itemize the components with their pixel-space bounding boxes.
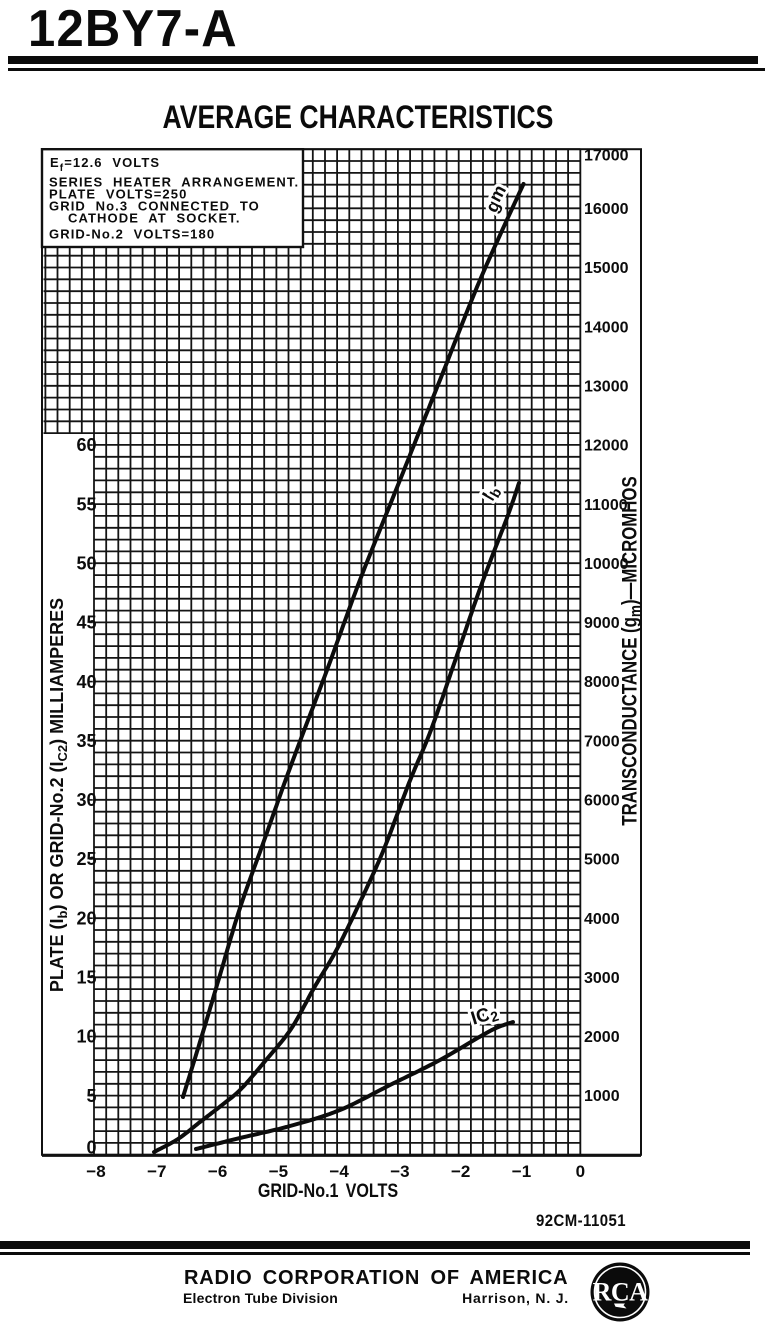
- svg-text:30: 30: [76, 790, 96, 810]
- svg-text:0: 0: [576, 1162, 585, 1181]
- svg-text:6000: 6000: [584, 793, 620, 810]
- svg-text:4000: 4000: [584, 911, 620, 928]
- svg-text:15: 15: [76, 968, 96, 988]
- svg-text:−5: −5: [269, 1162, 288, 1181]
- svg-text:25: 25: [76, 849, 96, 869]
- svg-text:2000: 2000: [584, 1029, 620, 1046]
- svg-text:PLATE VOLTS=250: PLATE VOLTS=250: [49, 187, 187, 202]
- svg-text:Ef=12.6 VOLTS: Ef=12.6 VOLTS: [50, 155, 160, 174]
- svg-text:RCA: RCA: [593, 1278, 649, 1307]
- svg-text:55: 55: [76, 494, 96, 514]
- svg-text:60: 60: [76, 435, 96, 455]
- svg-text:7000: 7000: [584, 733, 620, 750]
- svg-text:5000: 5000: [584, 852, 620, 869]
- svg-text:16000: 16000: [584, 201, 629, 218]
- svg-text:−1: −1: [512, 1162, 531, 1181]
- svg-text:15000: 15000: [584, 260, 629, 277]
- svg-text:35: 35: [76, 731, 96, 751]
- svg-text:12000: 12000: [584, 438, 629, 455]
- svg-text:−8: −8: [86, 1162, 105, 1181]
- svg-text:50: 50: [76, 554, 96, 574]
- svg-text:−6: −6: [208, 1162, 227, 1181]
- svg-text:45: 45: [76, 613, 96, 633]
- svg-text:20: 20: [76, 908, 96, 928]
- svg-text:11000: 11000: [584, 497, 628, 514]
- svg-text:CATHODE AT SOCKET.: CATHODE AT SOCKET.: [68, 211, 241, 226]
- svg-text:1000: 1000: [584, 1088, 620, 1105]
- svg-text:−4: −4: [329, 1162, 349, 1181]
- svg-text:GRID-No.2 VOLTS=180: GRID-No.2 VOLTS=180: [49, 227, 215, 242]
- svg-text:0: 0: [86, 1137, 96, 1157]
- svg-text:−7: −7: [147, 1162, 166, 1181]
- svg-text:17000: 17000: [584, 148, 629, 165]
- svg-text:40: 40: [76, 672, 96, 692]
- svg-text:−2: −2: [451, 1162, 470, 1181]
- svg-text:10000: 10000: [584, 556, 629, 573]
- svg-text:3000: 3000: [584, 970, 620, 987]
- svg-text:13000: 13000: [584, 378, 629, 395]
- svg-text:TRANSCONDUCTANCE (gm)—MICROMHO: TRANSCONDUCTANCE (gm)—MICROMHOS: [619, 476, 645, 825]
- svg-text:PLATE (Ib) OR GRID-No.2 (IC2): PLATE (Ib) OR GRID-No.2 (IC2) MILLIAMPER…: [47, 598, 70, 992]
- svg-text:GRID No.3 CONNECTED TO: GRID No.3 CONNECTED TO: [49, 199, 260, 214]
- svg-text:−3: −3: [390, 1162, 409, 1181]
- svg-text:8000: 8000: [584, 674, 620, 691]
- svg-text:92CM-11051: 92CM-11051: [536, 1212, 626, 1230]
- svg-text:GRID-No.1 VOLTS: GRID-No.1 VOLTS: [258, 1180, 399, 1202]
- svg-text:14000: 14000: [584, 319, 629, 336]
- svg-text:10: 10: [76, 1027, 96, 1047]
- svg-text:9000: 9000: [584, 615, 620, 632]
- svg-text:SERIES HEATER ARRANGEMENT.: SERIES HEATER ARRANGEMENT.: [49, 175, 299, 190]
